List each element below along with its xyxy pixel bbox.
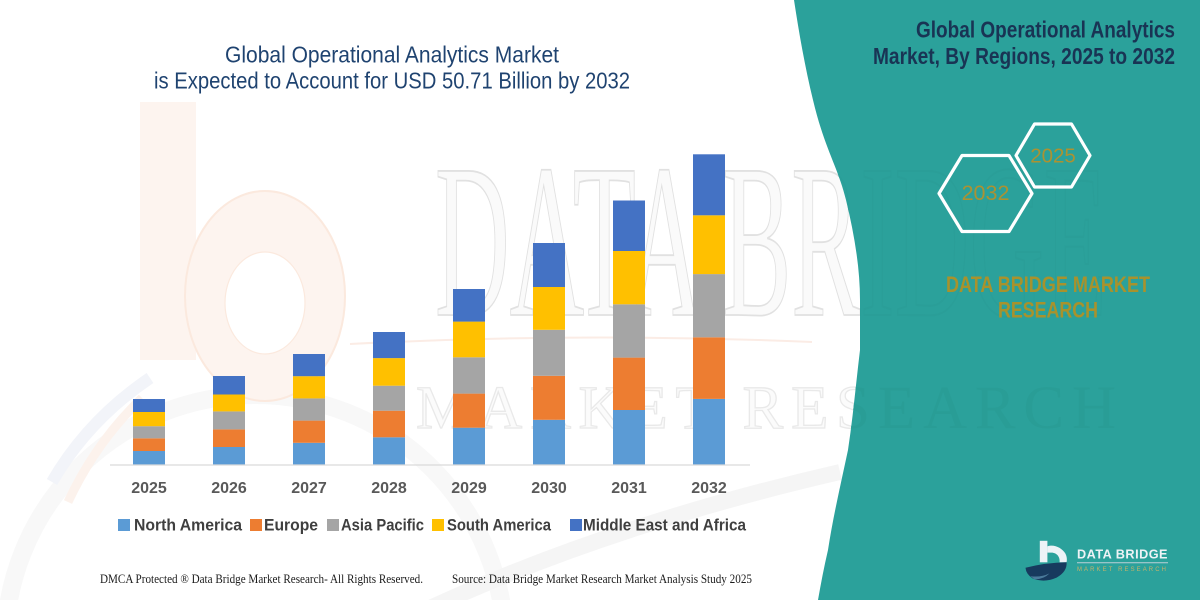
- svg-text:2026: 2026: [211, 480, 247, 497]
- svg-text:2032: 2032: [691, 480, 727, 497]
- svg-text:Asia Pacific: Asia Pacific: [341, 517, 424, 535]
- svg-text:Global Operational Analytics: Global Operational Analytics: [916, 17, 1175, 43]
- svg-text:North America: North America: [134, 517, 243, 535]
- svg-text:Europe: Europe: [264, 517, 318, 535]
- svg-text:2032: 2032: [962, 181, 1010, 205]
- svg-text:is Expected to Account for USD: is Expected to Account for USD 50.71 Bil…: [154, 68, 630, 94]
- svg-text:DATA BRIDGE: DATA BRIDGE: [1077, 547, 1168, 562]
- svg-text:2030: 2030: [531, 480, 567, 497]
- svg-text:MARKET RESEARCH: MARKET RESEARCH: [1077, 566, 1168, 573]
- svg-text:2027: 2027: [291, 480, 327, 497]
- svg-text:2025: 2025: [1030, 145, 1076, 168]
- svg-text:South America: South America: [447, 517, 552, 535]
- svg-text:2025: 2025: [131, 480, 167, 497]
- svg-text:Middle East and Africa: Middle East and Africa: [583, 517, 747, 535]
- svg-text:Source: Data Bridge Market Res: Source: Data Bridge Market Research Mark…: [452, 572, 752, 586]
- svg-text:RESEARCH: RESEARCH: [998, 298, 1098, 323]
- svg-text:DMCA Protected ® Data Bridge M: DMCA Protected ® Data Bridge Market Rese…: [100, 572, 423, 586]
- svg-text:Market, By Regions, 2025 to 20: Market, By Regions, 2025 to 2032: [873, 43, 1175, 69]
- svg-text:Global Operational Analytics M: Global Operational Analytics Market: [225, 42, 559, 68]
- svg-text:2029: 2029: [451, 480, 487, 497]
- svg-text:2031: 2031: [611, 480, 647, 497]
- svg-text:2028: 2028: [371, 480, 407, 497]
- svg-text:DATA BRIDGE MARKET: DATA BRIDGE MARKET: [946, 272, 1150, 297]
